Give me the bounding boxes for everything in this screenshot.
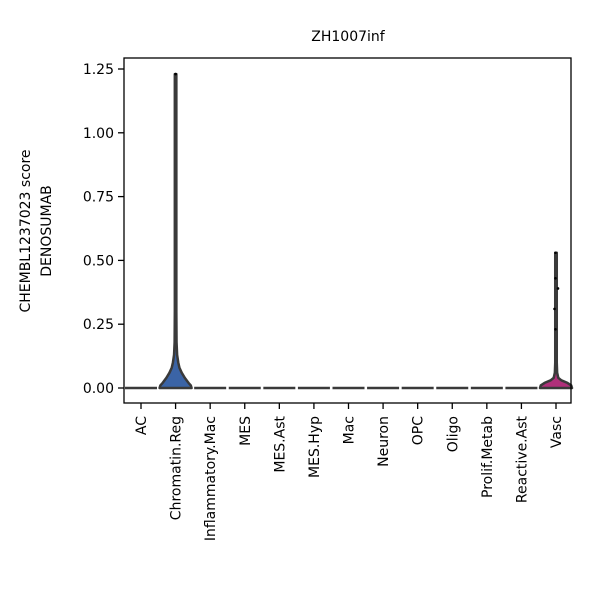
data-point	[556, 287, 560, 290]
plot-frame	[123, 57, 572, 404]
points-layer	[174, 72, 560, 331]
x-tick-label: MES.Hyp	[307, 416, 323, 478]
y-tick-label: 0.75	[83, 190, 114, 206]
x-tick-label: Vasc	[549, 416, 565, 448]
data-point	[554, 276, 557, 280]
data-point	[553, 307, 556, 311]
y-axis-label: CHEMBL1237023 score DENOSUMAB	[18, 149, 55, 312]
x-tick-label: Reactive.Ast	[514, 415, 530, 503]
x-tick-label: Prolif.Metab	[480, 416, 496, 498]
violin-Chromatin.Reg	[158, 72, 193, 390]
x-tick-label: Neuron	[376, 416, 392, 467]
x-axis: AC Chromatin.Reg Inflammatory.Mac MES MES.As…	[134, 403, 565, 541]
x-tick-label: Oligo	[445, 416, 461, 452]
data-point	[554, 328, 557, 331]
y-axis: 0.00 0.25 0.50 0.75 1.00 1.25	[83, 62, 124, 397]
x-tick-label: Inflammatory.Mac	[203, 416, 219, 541]
y-tick-label: 1.00	[83, 126, 114, 142]
chart-title: ZH1007inf	[311, 29, 386, 45]
data-point	[554, 251, 557, 255]
y-tick-label: 0.50	[83, 253, 114, 269]
x-tick-label: OPC	[411, 416, 427, 445]
y-tick-label: 0.25	[83, 317, 114, 333]
x-tick-label: MES.Ast	[272, 415, 288, 472]
violin-Vasc	[538, 251, 574, 390]
x-tick-label: Mac	[342, 416, 358, 444]
y-tick-label: 0.00	[83, 381, 114, 397]
x-tick-label: AC	[134, 416, 150, 435]
data-point	[174, 72, 177, 76]
y-axis-label-line2: DENOSUMAB	[39, 185, 55, 277]
x-tick-label: MES	[238, 416, 254, 446]
x-tick-label: Chromatin.Reg	[169, 416, 185, 520]
y-axis-label-line1: CHEMBL1237023 score	[18, 149, 34, 312]
y-tick-label: 1.25	[83, 62, 114, 78]
violins-layer	[125, 72, 574, 390]
